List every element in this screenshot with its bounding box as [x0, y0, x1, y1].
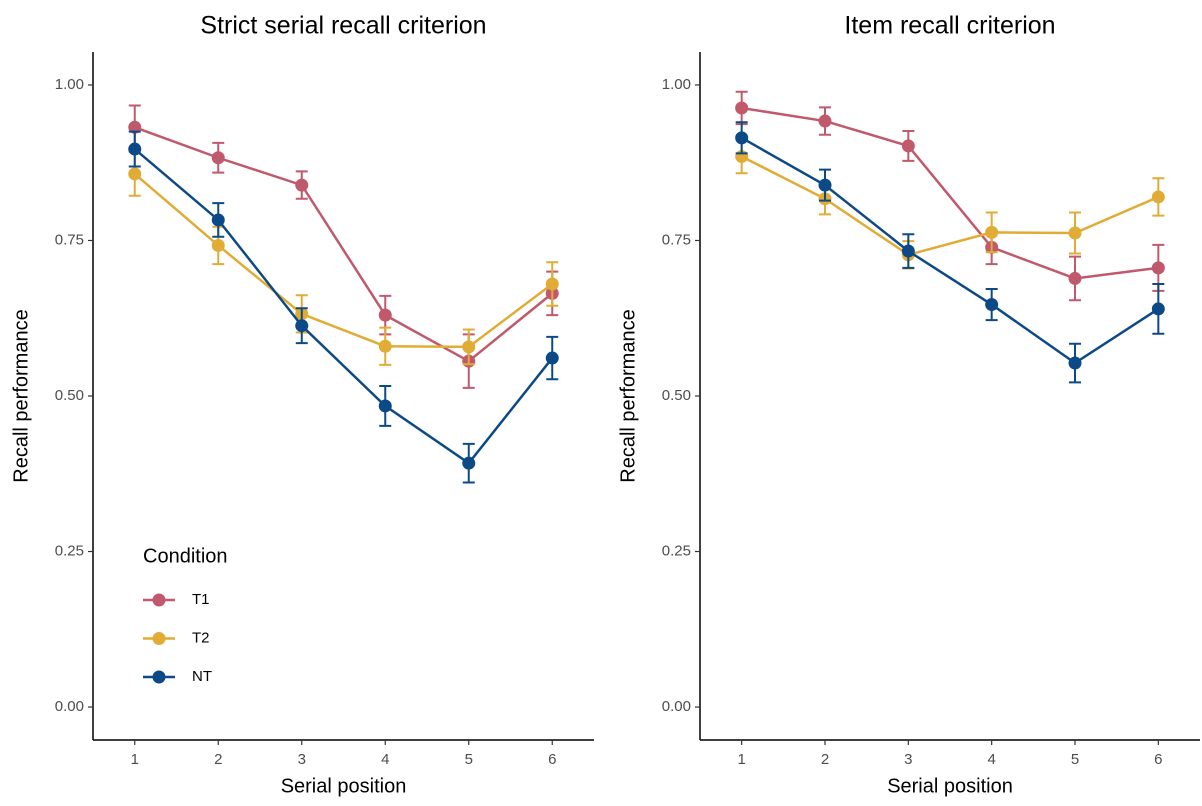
x-axis-label: Serial position	[281, 775, 407, 797]
series-line	[741, 155, 1159, 257]
series-line	[741, 106, 1159, 280]
legend-marker	[152, 632, 166, 645]
data-point	[545, 277, 559, 291]
x-tick-label: 1	[131, 751, 139, 768]
data-point	[378, 339, 392, 353]
series-line	[741, 136, 1160, 365]
data-point	[295, 319, 309, 333]
data-point	[818, 114, 832, 128]
data-point	[211, 151, 225, 165]
y-tick-label: 1.00	[662, 76, 691, 93]
x-tick-label: 2	[214, 751, 222, 768]
legend-label: T1	[192, 591, 210, 608]
data-point	[1068, 356, 1082, 370]
data-point	[295, 178, 309, 192]
series-line	[133, 148, 554, 465]
legend-title: Condition	[143, 545, 228, 567]
y-tick-label: 0.25	[55, 542, 84, 559]
panel: Item recall criterion Serial position Reca…	[617, 12, 1200, 797]
data-point	[378, 308, 392, 322]
data-point	[462, 456, 476, 470]
data-point	[901, 139, 915, 153]
x-axis-label: Serial position	[887, 775, 1013, 797]
legend-label: T2	[192, 629, 210, 646]
x-tick-label: 3	[298, 751, 306, 768]
x-tick-label: 5	[465, 751, 473, 768]
legend-label: NT	[192, 668, 212, 685]
data-point	[211, 238, 225, 252]
y-tick-label: 0.00	[55, 698, 84, 715]
data-point	[1151, 261, 1165, 275]
y-axis-label: Recall performance	[617, 309, 639, 482]
chart-title: Strict serial recall criterion	[200, 12, 486, 40]
x-tick-label: 1	[737, 751, 745, 768]
y-tick-label: 1.00	[55, 76, 84, 93]
series-line	[133, 172, 554, 349]
data-point	[1151, 302, 1165, 316]
data-point	[901, 244, 915, 258]
x-tick-label: 5	[1071, 751, 1079, 768]
data-point	[818, 178, 832, 192]
y-tick-label: 0.50	[55, 387, 84, 404]
data-point	[985, 225, 999, 239]
data-point	[128, 167, 142, 181]
y-tick-label: 0.00	[662, 698, 691, 715]
data-point	[735, 101, 749, 115]
data-point	[545, 351, 559, 365]
data-point	[211, 213, 225, 227]
chart-title: Item recall criterion	[844, 12, 1055, 40]
x-tick-label: 6	[1154, 751, 1162, 768]
data-point	[1151, 190, 1165, 204]
data-point	[128, 142, 142, 156]
data-point	[128, 120, 142, 134]
y-tick-label: 0.75	[55, 231, 84, 248]
panel: Strict serial recall criterion Serial pos…	[10, 12, 594, 797]
x-tick-label: 4	[381, 751, 389, 768]
data-point	[462, 340, 476, 354]
y-tick-label: 0.25	[662, 542, 691, 559]
y-axis-label: Recall performance	[10, 309, 32, 482]
data-point	[735, 131, 749, 145]
series-line	[134, 126, 554, 363]
data-point	[985, 298, 999, 312]
y-tick-label: 0.50	[662, 387, 691, 404]
x-tick-label: 2	[821, 751, 829, 768]
legend-marker	[152, 593, 166, 607]
data-point	[1068, 226, 1082, 240]
x-tick-label: 6	[548, 751, 556, 768]
data-point	[1068, 271, 1082, 285]
data-point	[378, 399, 392, 413]
y-tick-label: 0.75	[662, 231, 691, 248]
x-tick-label: 3	[904, 751, 912, 768]
legend-marker	[152, 670, 166, 684]
x-tick-label: 4	[987, 751, 995, 768]
